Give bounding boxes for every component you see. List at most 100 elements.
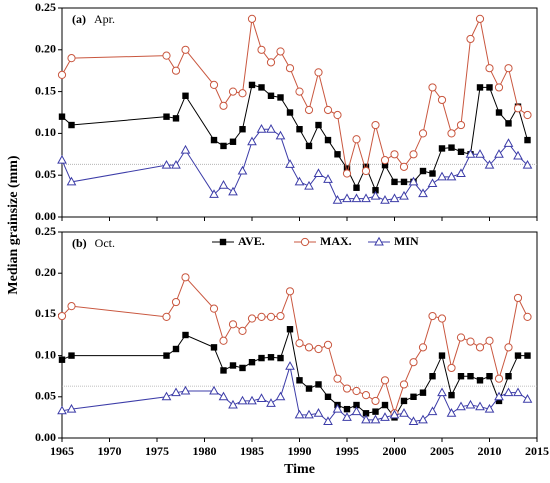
marker: [294, 176, 305, 186]
marker: [323, 174, 333, 183]
marker: [247, 314, 257, 323]
marker: [247, 14, 257, 23]
legend-label: MAX.: [320, 234, 352, 248]
marker: [296, 377, 303, 384]
marker: [248, 358, 256, 366]
marker: [58, 113, 66, 120]
marker: [258, 354, 265, 362]
marker: [286, 326, 294, 333]
y-tick-label: 0.25: [35, 224, 56, 238]
marker: [239, 126, 246, 133]
marker: [419, 167, 427, 175]
x-tick-label: 1990: [288, 444, 312, 458]
x-tick-label: 1985: [240, 444, 264, 458]
marker: [57, 311, 67, 321]
marker: [448, 144, 455, 151]
marker: [295, 339, 304, 348]
marker: [343, 405, 351, 413]
x-tick-label: 1965: [50, 444, 74, 458]
legend-marker: [374, 236, 384, 246]
y-tick-label: 0.15: [35, 83, 56, 97]
marker: [514, 352, 522, 359]
panel-title: Apr.: [94, 12, 115, 26]
marker: [427, 406, 438, 416]
marker: [523, 110, 532, 120]
marker: [476, 377, 484, 384]
marker: [447, 363, 456, 373]
marker: [256, 393, 267, 402]
marker: [342, 169, 352, 178]
x-axis-label: Time: [284, 462, 315, 477]
marker: [324, 393, 332, 400]
marker: [266, 123, 276, 133]
marker: [324, 136, 332, 144]
marker: [267, 354, 275, 361]
marker: [409, 358, 418, 367]
marker: [380, 195, 390, 204]
marker: [399, 380, 409, 389]
marker: [428, 83, 437, 92]
marker: [182, 92, 189, 99]
marker: [172, 115, 180, 122]
marker: [275, 391, 286, 401]
marker: [522, 159, 533, 169]
panel-letter: (b): [72, 236, 87, 250]
marker: [495, 397, 503, 405]
marker: [503, 138, 514, 147]
marker: [342, 193, 352, 203]
marker: [285, 159, 295, 168]
marker: [238, 326, 247, 335]
plot-frame: [61, 231, 538, 439]
y-tick-label: 0.20: [35, 265, 56, 279]
marker: [210, 136, 218, 144]
marker: [342, 384, 352, 393]
marker: [400, 397, 408, 405]
y-axis-label: Median grainsize (mm): [6, 155, 21, 295]
marker: [505, 120, 512, 127]
legend-marker: [300, 237, 310, 247]
marker: [209, 385, 219, 395]
marker: [380, 376, 390, 385]
marker: [228, 186, 238, 196]
marker: [457, 148, 465, 155]
panel-label: (b) Oct.: [72, 236, 115, 250]
marker: [428, 311, 437, 321]
marker: [389, 409, 400, 419]
marker: [513, 387, 523, 397]
marker: [513, 150, 523, 160]
marker: [209, 304, 219, 313]
marker: [220, 142, 227, 150]
marker: [332, 195, 343, 204]
marker: [332, 403, 343, 413]
marker: [209, 189, 219, 198]
marker: [304, 180, 314, 190]
marker: [475, 343, 485, 352]
marker: [180, 144, 191, 154]
marker: [238, 89, 247, 98]
marker: [418, 414, 428, 424]
marker: [161, 159, 172, 169]
marker: [370, 414, 381, 424]
marker: [429, 170, 436, 177]
marker: [504, 343, 513, 352]
marker: [228, 320, 238, 329]
marker: [380, 156, 390, 165]
marker: [296, 126, 303, 133]
series-line: [61, 128, 528, 201]
marker: [362, 163, 370, 171]
marker: [295, 87, 304, 96]
marker: [447, 129, 456, 138]
y-tick-label: 0.10: [35, 347, 56, 361]
marker: [256, 123, 267, 133]
marker: [419, 389, 427, 396]
x-tick-label: 2010: [478, 444, 502, 458]
marker: [228, 87, 238, 96]
marker: [314, 344, 323, 354]
marker: [524, 136, 531, 144]
marker: [437, 314, 447, 323]
legend-label: AVE.: [238, 234, 265, 248]
marker: [372, 187, 379, 194]
marker: [505, 373, 512, 380]
marker: [361, 391, 371, 400]
marker: [66, 403, 77, 413]
